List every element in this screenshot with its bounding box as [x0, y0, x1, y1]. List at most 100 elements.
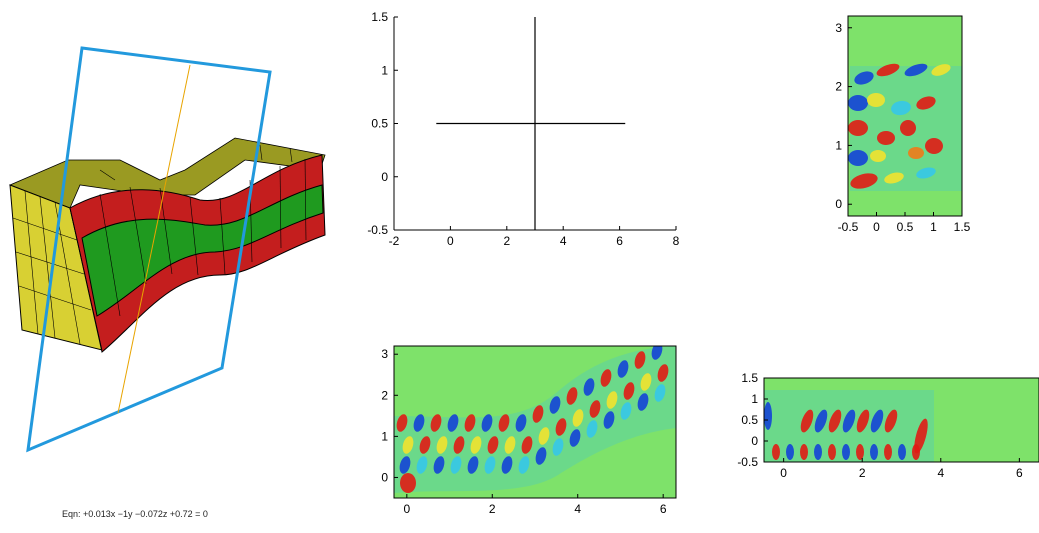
wave-blob — [430, 414, 442, 432]
cutting-plane — [26, 46, 272, 453]
wave-blob — [891, 100, 911, 116]
y-tick-label: 1.5 — [741, 371, 758, 385]
wave-blob — [856, 444, 864, 460]
x-tick-label: 0 — [780, 466, 787, 480]
wave-blob — [854, 71, 874, 85]
wave-blob — [453, 436, 465, 454]
wave-blob — [572, 409, 584, 427]
wave-blob — [884, 444, 892, 460]
wave-blob — [589, 400, 601, 418]
3d-view-panel[interactable] — [0, 20, 340, 490]
wave-blob — [916, 96, 936, 110]
wave-blob — [400, 473, 416, 493]
wave-blob — [914, 418, 928, 454]
wave-blob — [515, 414, 527, 432]
wave-blob — [600, 369, 612, 387]
y-tick-label: 0 — [751, 434, 758, 448]
wave-blob — [800, 444, 808, 460]
x-tick-label: 0.5 — [897, 220, 914, 234]
wave-blob — [634, 351, 646, 369]
wave-blob — [481, 414, 493, 432]
cross-section-plot[interactable]: -2 0 2 4 6 8 -0.5 0 0.5 1 1.5 — [346, 0, 686, 270]
wave-blob — [856, 409, 870, 433]
wave-blob — [870, 409, 884, 433]
wave-blob — [867, 93, 885, 107]
wave-blob — [884, 172, 904, 184]
wave-blob — [870, 444, 878, 460]
x-tick-label: 6 — [616, 234, 623, 248]
field-plot-top-right[interactable]: -0.5 0 0.5 1 1.5 0 1 2 3 — [816, 8, 976, 270]
field-plot-top-right-svg: -0.5 0 0.5 1 1.5 0 1 2 3 — [835, 15, 971, 234]
wave-blob — [877, 131, 895, 145]
wave-blob — [842, 409, 856, 433]
heatmap-field — [764, 378, 1039, 462]
x-tick-label: 0 — [873, 220, 880, 234]
x-tick-label: 6 — [1016, 466, 1023, 480]
x-tick-label: -0.5 — [838, 220, 859, 234]
wave-blob — [450, 456, 462, 474]
wave-blob — [786, 444, 794, 460]
y-tick-label: 3 — [835, 21, 842, 35]
y-tick-label: -0.5 — [737, 455, 758, 469]
wave-blob — [484, 456, 496, 474]
x-tick-label: 4 — [937, 466, 944, 480]
wave-blob — [800, 409, 814, 433]
wave-blob — [814, 444, 822, 460]
wave-blob — [535, 447, 547, 465]
y-tick-label: 0.5 — [371, 117, 388, 131]
field-plot-bottom-right-svg: 0 2 4 6 -0.5 0 0.5 1 1.5 — [737, 371, 1039, 480]
wave-blob — [654, 384, 666, 402]
3d-view-canvas[interactable] — [0, 20, 340, 490]
wave-blob — [416, 456, 428, 474]
wave-blob — [657, 364, 669, 382]
wave-blob — [606, 391, 618, 409]
field-plot-bottom-right[interactable]: 0 2 4 6 -0.5 0 0.5 1 1.5 — [716, 366, 1039, 496]
y-tick-label: 1 — [381, 63, 388, 77]
wave-blob — [828, 409, 842, 433]
wave-blob — [538, 427, 550, 445]
cross-section-plot-svg: -2 0 2 4 6 8 -0.5 0 0.5 1 1.5 — [367, 10, 679, 248]
x-tick-label: 1.5 — [954, 220, 971, 234]
y-tick-label: 0 — [381, 470, 388, 484]
x-tick-label: 1 — [930, 220, 937, 234]
plane-equation: Eqn: +0.013x −1y −0.072z +0.72 = 0 — [62, 509, 208, 519]
y-tick-label: 0.5 — [741, 413, 758, 427]
heatmap-field — [848, 16, 962, 216]
wave-blob — [925, 138, 943, 154]
wave-blob — [931, 64, 951, 76]
wave-blob — [870, 150, 886, 162]
wave-blob — [908, 147, 924, 159]
wave-blob — [772, 444, 780, 460]
wave-blob — [396, 414, 408, 432]
wave-blob — [464, 414, 476, 432]
x-tick-label: 4 — [560, 234, 567, 248]
y-tick-label: 2 — [835, 80, 842, 94]
wave-blob — [518, 456, 530, 474]
wave-blob — [916, 167, 936, 179]
wave-blob — [498, 414, 510, 432]
wave-blob — [900, 120, 916, 136]
wave-blob — [904, 63, 928, 77]
wave-blob — [419, 436, 431, 454]
x-tick-label: 6 — [660, 502, 667, 516]
wave-blob — [617, 360, 629, 378]
wave-blob — [640, 373, 652, 391]
y-tick-label: 0 — [381, 170, 388, 184]
y-tick-label: 1 — [751, 392, 758, 406]
wave-blob — [413, 414, 425, 432]
wave-blob — [620, 402, 632, 420]
wave-blob — [850, 173, 878, 189]
wave-blob — [848, 150, 868, 166]
y-tick-label: 1.5 — [371, 10, 388, 24]
plane-intersection-line — [117, 64, 191, 414]
field-plot-bottom-middle[interactable]: 0 2 4 6 0 1 2 3 — [346, 338, 686, 528]
x-tick-label: 4 — [574, 502, 581, 516]
x-tick-label: 0 — [403, 502, 410, 516]
x-tick-label: -2 — [389, 234, 400, 248]
wave-blob — [470, 436, 482, 454]
wave-blob — [651, 346, 663, 360]
wave-blob — [842, 444, 850, 460]
wave-blob — [487, 436, 499, 454]
y-tick-label: 3 — [381, 347, 388, 361]
wave-blob — [814, 409, 828, 433]
